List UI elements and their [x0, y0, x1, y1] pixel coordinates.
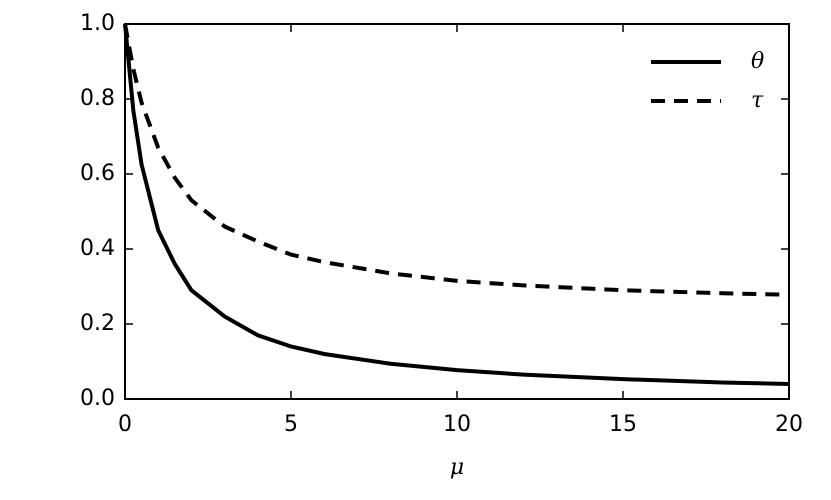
- y-tick-label: 0.6: [80, 161, 115, 186]
- x-tick-label: 15: [609, 412, 637, 437]
- plot-frame: [124, 23, 790, 400]
- y-tick-label: 0.4: [80, 236, 115, 261]
- x-tick-label: 10: [443, 412, 471, 437]
- series-line: [123, 23, 790, 386]
- y-tick-label: 1.0: [80, 11, 115, 36]
- y-tick-label: 0.8: [80, 86, 115, 111]
- x-tick-label: 20: [775, 412, 803, 437]
- y-tick-label: 0.0: [80, 386, 115, 411]
- x-tick-label: 0: [118, 412, 132, 437]
- series-line: [123, 23, 790, 297]
- x-tick-label: 5: [284, 412, 298, 437]
- legend-label: τ: [751, 88, 764, 113]
- x-axis-label: μ: [450, 455, 464, 480]
- y-tick-label: 0.2: [80, 311, 115, 336]
- legend-label: θ: [751, 49, 764, 74]
